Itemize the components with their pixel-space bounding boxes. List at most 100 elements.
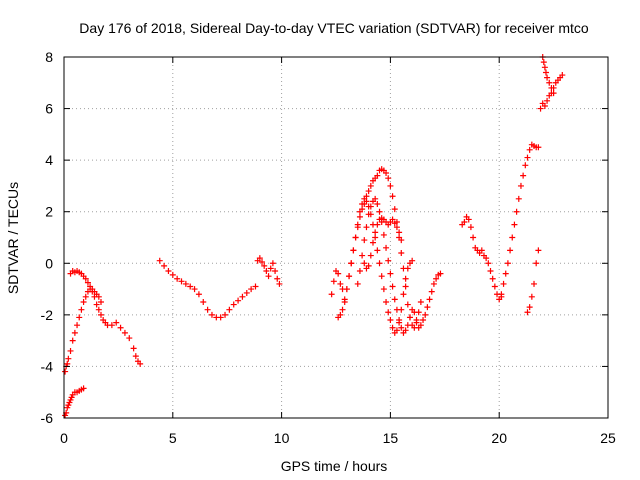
data-point — [389, 193, 396, 200]
data-point — [65, 355, 72, 362]
data-point — [526, 146, 533, 153]
data-point — [341, 298, 348, 305]
data-point — [226, 306, 233, 313]
data-point — [398, 249, 405, 256]
data-point — [374, 221, 381, 228]
data-point — [217, 314, 224, 321]
data-point — [389, 216, 396, 223]
x-tick-label: 5 — [169, 430, 177, 446]
data-point — [256, 255, 263, 262]
data-point — [374, 172, 381, 179]
data-point — [369, 239, 376, 246]
axis-ticks — [63, 56, 609, 419]
data-point — [363, 224, 370, 231]
x-axis-title: GPS time / hours — [281, 458, 388, 474]
data-point — [132, 353, 139, 360]
data-point — [372, 195, 379, 202]
data-point — [222, 311, 229, 318]
data-point — [84, 279, 91, 286]
y-tick-label: 2 — [45, 204, 53, 220]
data-point — [200, 298, 207, 305]
x-tick-labels: 0 5 10 15 20 25 — [60, 430, 616, 446]
data-point — [165, 268, 172, 275]
data-point — [346, 273, 353, 280]
data-point — [411, 309, 418, 316]
data-point — [97, 298, 104, 305]
data-point — [272, 268, 279, 275]
data-point — [195, 291, 202, 298]
data-point — [82, 293, 89, 300]
data-point — [404, 265, 411, 272]
data-point — [524, 154, 531, 161]
data-point — [354, 280, 361, 287]
data-point — [540, 59, 547, 66]
x-tick-label: 20 — [491, 430, 507, 446]
data-point — [252, 283, 259, 290]
y-axis-title: SDTVAR / TECUs — [5, 182, 21, 294]
data-point — [348, 260, 355, 267]
data-point — [330, 278, 337, 285]
data-point — [389, 324, 396, 331]
data-point — [383, 244, 390, 251]
data-point — [385, 257, 392, 264]
data-point — [404, 322, 411, 329]
data-point — [491, 283, 498, 290]
data-point — [374, 200, 381, 207]
data-point — [513, 208, 520, 215]
data-point — [376, 208, 383, 215]
data-point — [541, 102, 548, 109]
data-point — [130, 345, 137, 352]
data-point — [356, 268, 363, 275]
data-point — [402, 327, 409, 334]
data-point — [276, 280, 283, 287]
data-point — [509, 234, 516, 241]
y-tick-labels: -6 -4 -2 0 2 4 6 8 — [41, 49, 54, 426]
data-point — [328, 291, 335, 298]
data-point — [544, 74, 551, 81]
data-point — [269, 260, 276, 267]
data-point — [402, 283, 409, 290]
data-point — [365, 188, 372, 195]
data-point — [367, 182, 374, 189]
data-point — [274, 275, 281, 282]
data-point — [265, 273, 272, 280]
data-point — [483, 255, 490, 262]
data-point — [409, 257, 416, 264]
y-tick-label: 8 — [45, 49, 53, 65]
data-point — [108, 322, 115, 329]
data-point — [413, 317, 420, 324]
data-point — [339, 306, 346, 313]
data-point — [489, 275, 496, 282]
data-point — [337, 280, 344, 287]
data-point — [531, 280, 538, 287]
data-point — [69, 337, 76, 344]
data-point — [478, 247, 485, 254]
series-arc3 — [67, 268, 104, 305]
data-point — [82, 275, 89, 282]
y-tick-label: 6 — [45, 101, 53, 117]
data-point — [363, 198, 370, 205]
data-point — [387, 182, 394, 189]
data-point — [80, 385, 87, 392]
series-arc9 — [361, 215, 405, 272]
data-point — [396, 229, 403, 236]
data-point — [376, 260, 383, 267]
data-point — [67, 347, 74, 354]
data-point — [169, 271, 176, 278]
y-tick-label: 4 — [45, 152, 53, 168]
data-point — [426, 296, 433, 303]
data-point — [204, 306, 211, 313]
data-point — [470, 234, 477, 241]
x-tick-label: 25 — [600, 430, 616, 446]
x-tick-label: 15 — [383, 430, 399, 446]
data-points — [62, 54, 566, 419]
data-point — [550, 90, 557, 97]
data-point — [422, 311, 429, 318]
data-point — [350, 247, 357, 254]
data-point — [428, 288, 435, 295]
series-arc11 — [498, 141, 542, 298]
data-point — [541, 64, 548, 71]
data-point — [528, 293, 535, 300]
